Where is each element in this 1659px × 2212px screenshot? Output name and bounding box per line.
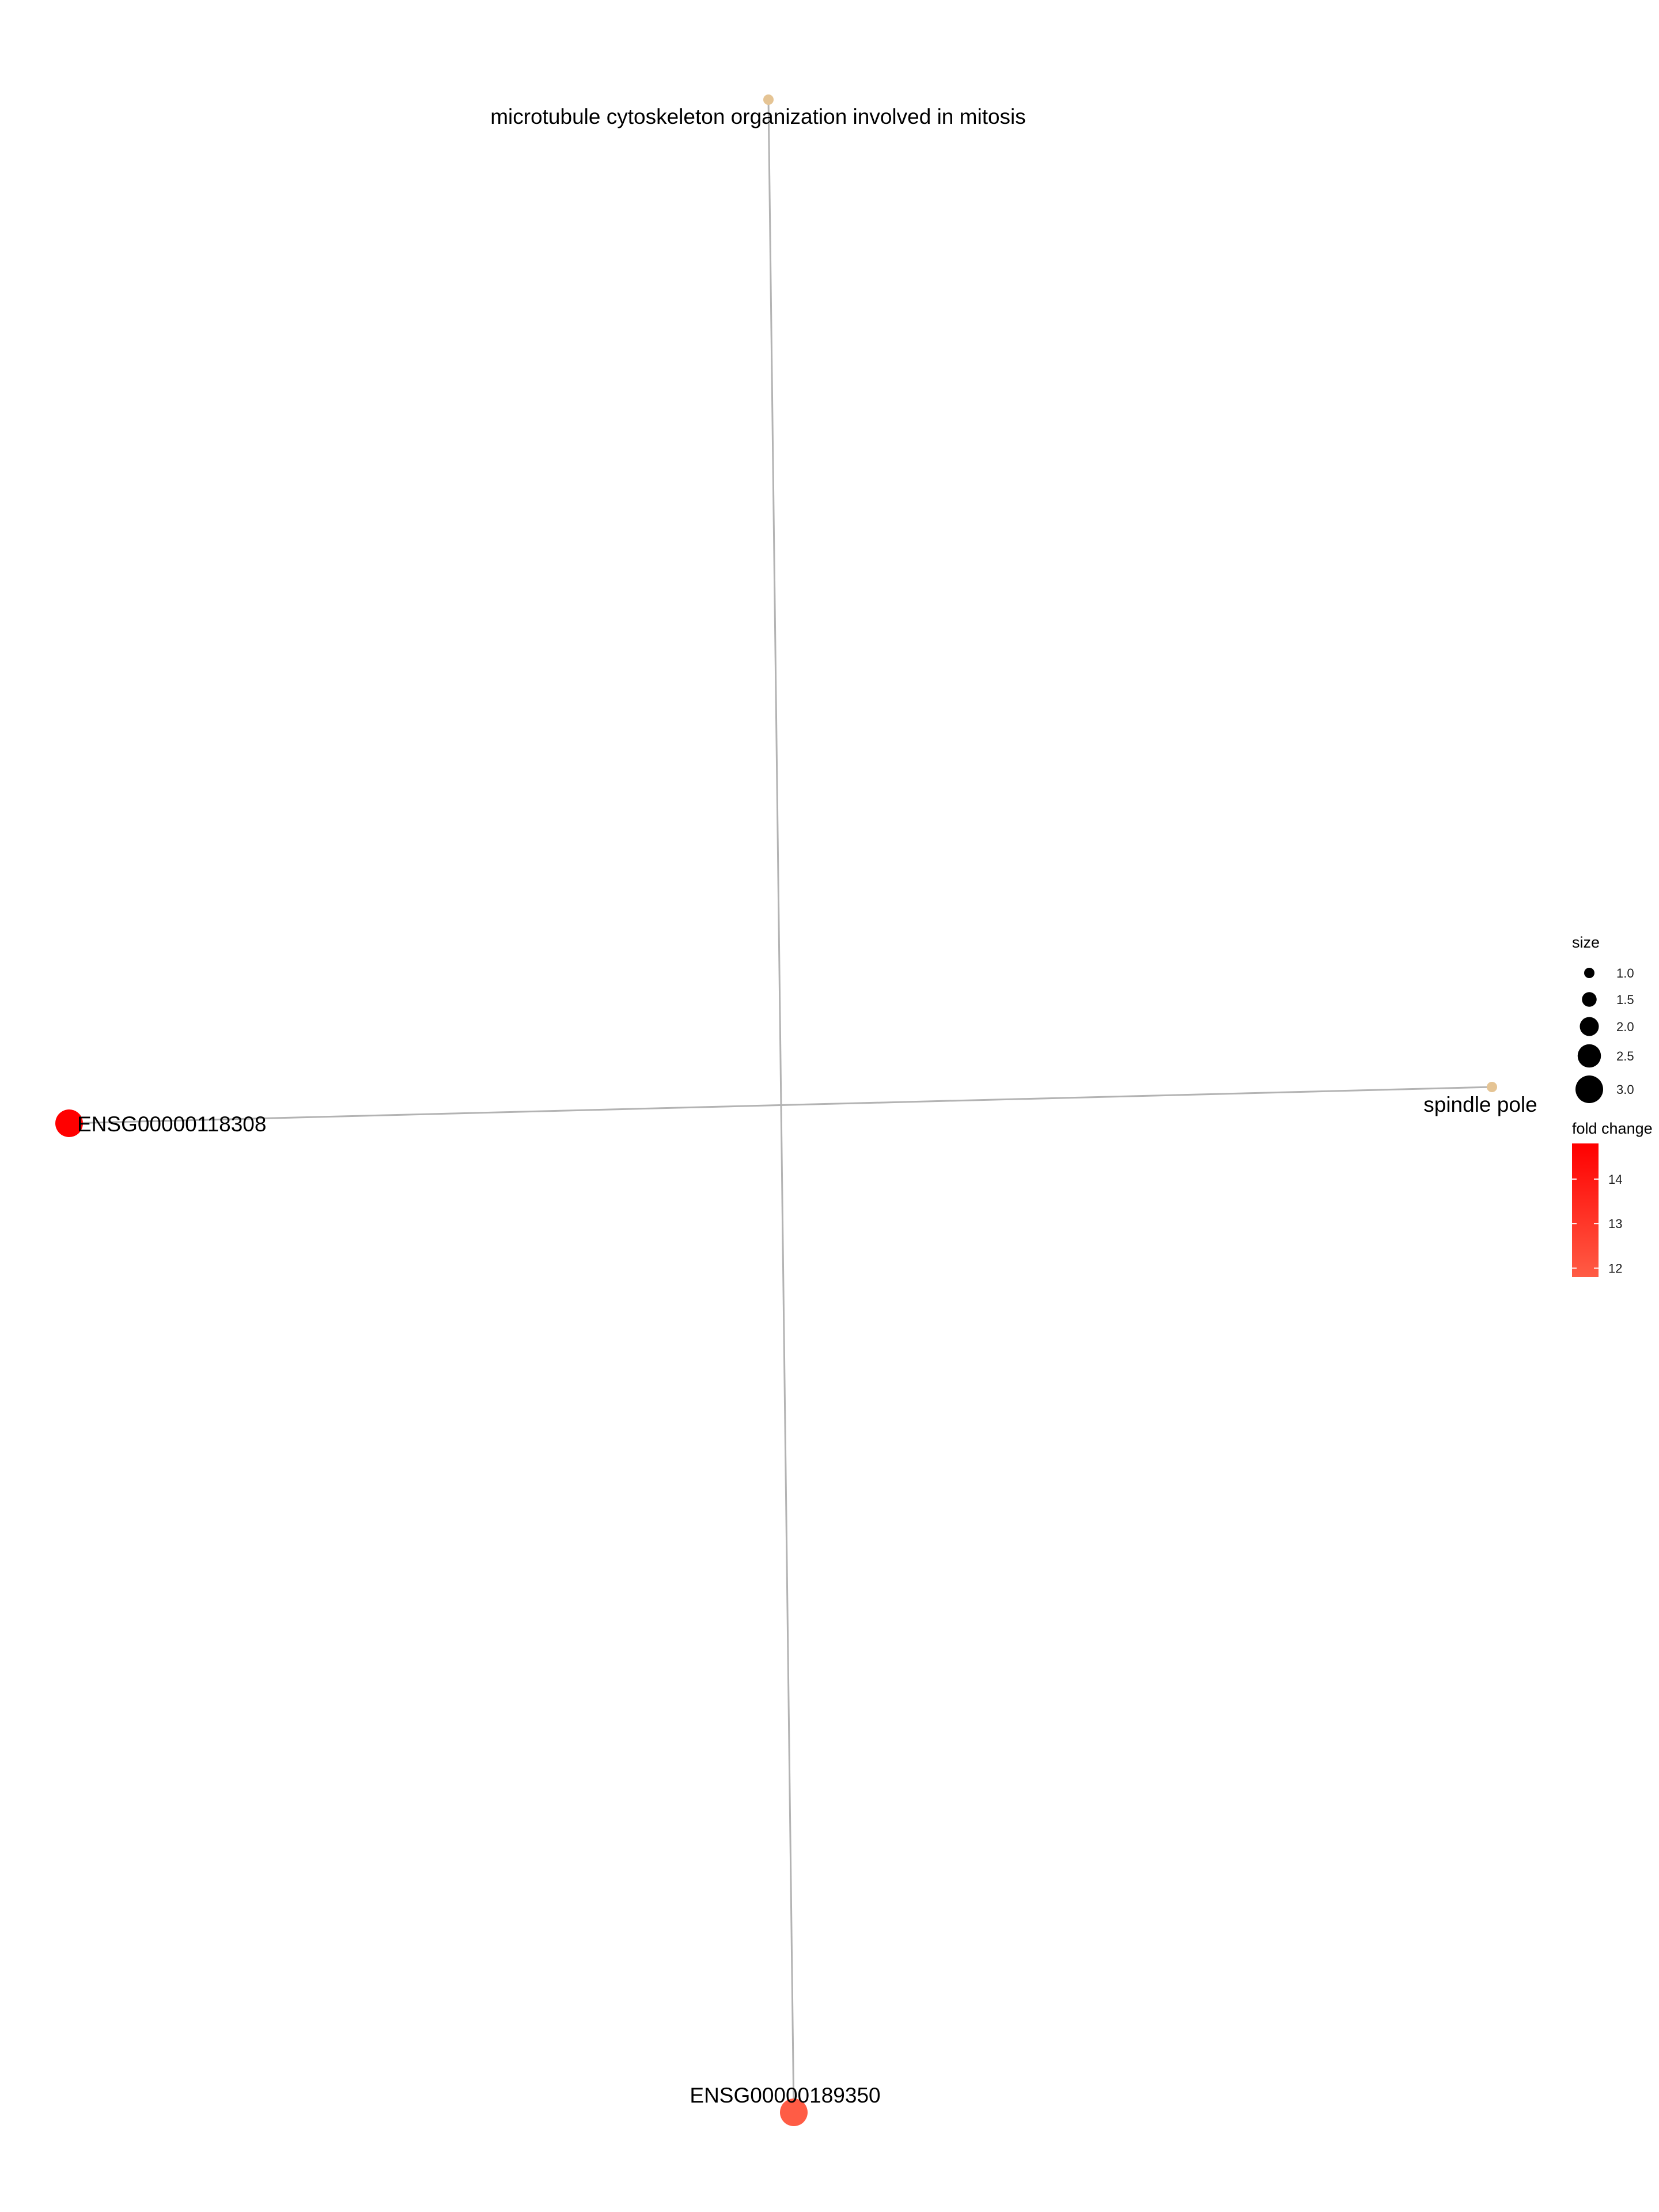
size-legend-label-1.5: 1.5 [1616, 993, 1634, 1007]
node-label-gene_189350: ENSG00000189350 [690, 2084, 880, 2107]
fold-change-legend-title: fold change [1572, 1120, 1653, 1137]
fold-change-tick-label-13: 13 [1608, 1217, 1622, 1231]
node-label-go_sp: spindle pole [1423, 1093, 1537, 1116]
fold-change-tick-label-14: 14 [1608, 1172, 1622, 1187]
size-legend-key-1.0 [1584, 968, 1594, 978]
edge-go_mtc-gene_189350 [767, 99, 795, 2113]
network-node-labels: microtubule cytoskeleton organization in… [77, 105, 1537, 2107]
size-legend-key-2.5 [1577, 1044, 1601, 1068]
node-label-go_mtc: microtubule cytoskeleton organization in… [490, 105, 1026, 128]
size-legend-label-2.5: 2.5 [1616, 1049, 1634, 1063]
node-gene_189350[interactable] [780, 2099, 808, 2126]
size-legend: 1.0 1.5 2.0 2.5 3.0 [1575, 966, 1634, 1103]
network-nodes [55, 94, 1497, 2126]
legend: size 1.0 1.5 2.0 2.5 3.0 fold change 14 13 12 [1572, 934, 1653, 1277]
size-legend-label-3.0: 3.0 [1616, 1082, 1634, 1097]
node-go_sp[interactable] [1487, 1082, 1497, 1092]
edge-go_sp-gene_118308 [69, 1086, 1493, 1124]
size-legend-label-2.0: 2.0 [1616, 1020, 1634, 1034]
node-gene_118308[interactable] [55, 1109, 83, 1137]
size-legend-key-3.0 [1575, 1075, 1603, 1103]
network-edges [69, 99, 1493, 2113]
size-legend-label-1.0: 1.0 [1616, 966, 1634, 980]
fold-change-colorbar [1572, 1143, 1599, 1277]
size-legend-key-1.5 [1582, 992, 1597, 1007]
fold-change-ticks: 14 13 12 [1572, 1172, 1622, 1276]
size-legend-key-2.0 [1580, 1017, 1599, 1036]
fold-change-tick-label-12: 12 [1608, 1262, 1622, 1276]
size-legend-title: size [1572, 934, 1600, 951]
node-label-gene_118308: ENSG00000118308 [77, 1112, 266, 1136]
node-go_mtc[interactable] [763, 94, 774, 105]
